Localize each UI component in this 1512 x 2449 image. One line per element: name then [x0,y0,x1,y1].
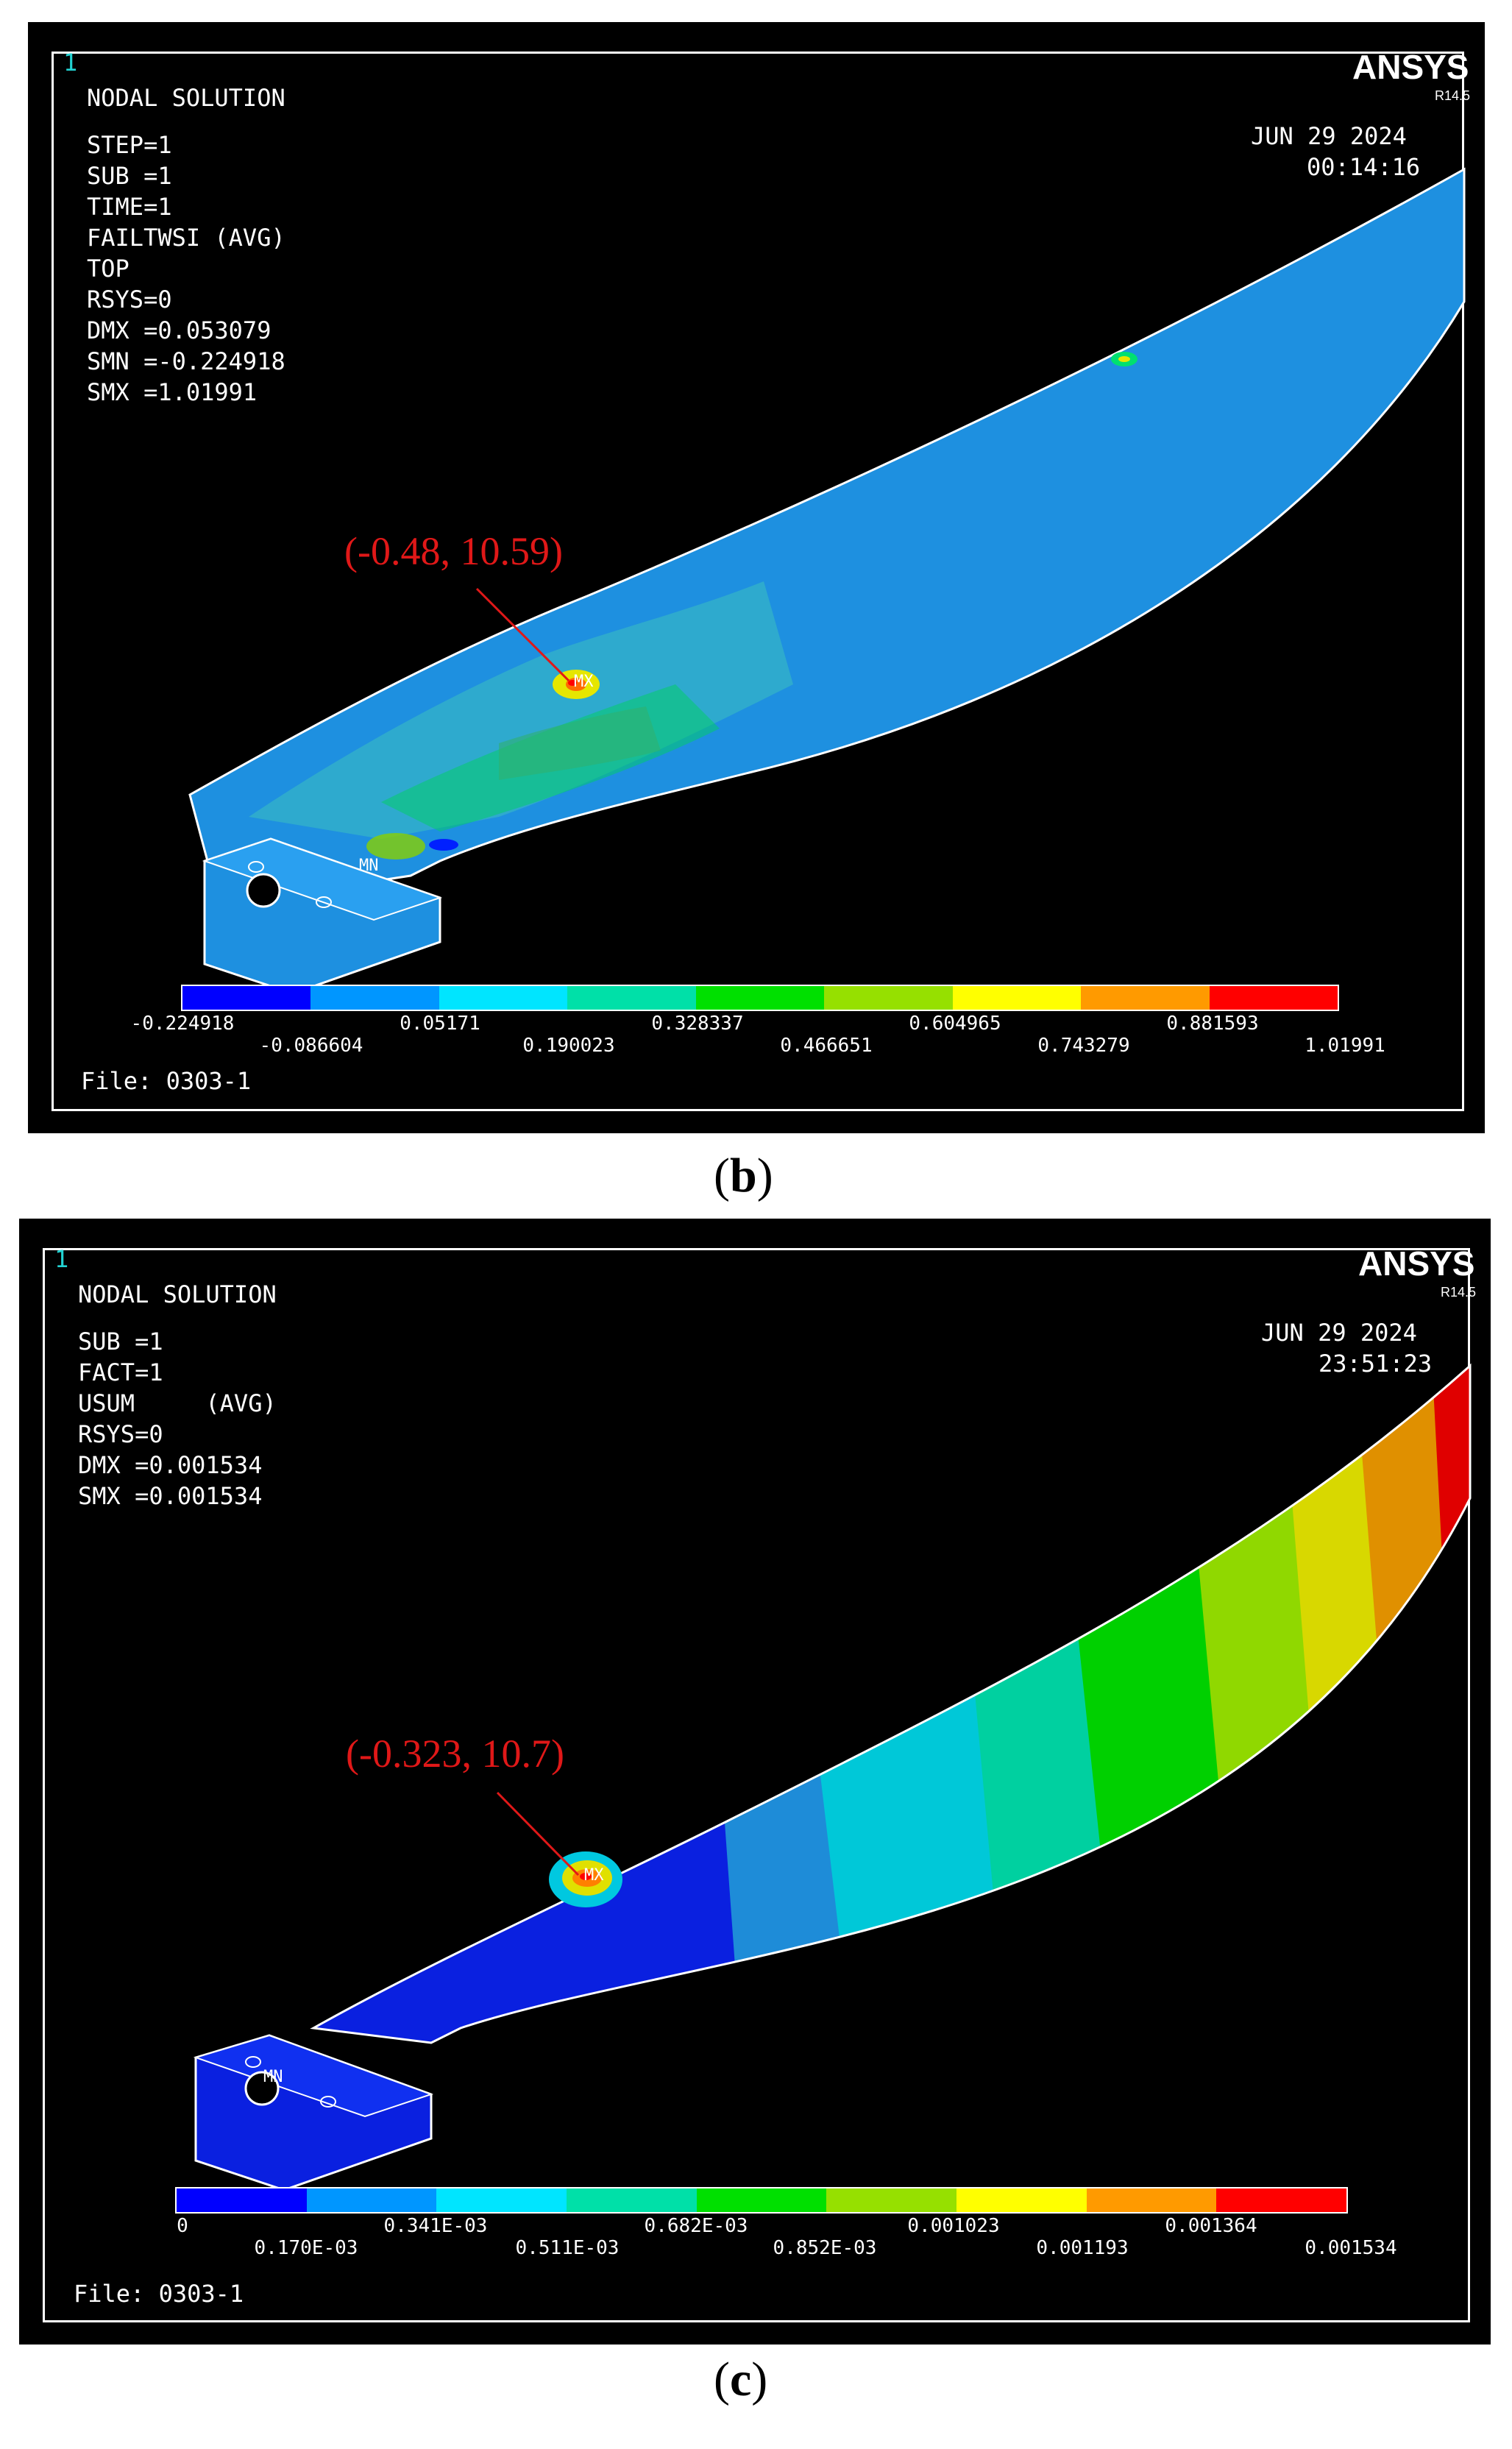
info-line: SUB =1 [78,1328,163,1355]
date-label: JUN 29 2024 [1261,1319,1417,1347]
legend-label: 0.05171 [400,1013,480,1035]
annotation-leader [475,587,570,682]
plot-frame [52,52,1464,1111]
legend-label: 0.466651 [780,1035,873,1057]
info-line: TIME=1 [87,193,172,221]
info-line: SMX =1.01991 [87,378,258,406]
info-line: DMX =0.053079 [87,316,271,344]
legend-label: 0.170E-03 [254,2237,358,2259]
blade-model [193,1363,1472,2191]
plot-frame [43,1248,1470,2322]
time-label: 00:14:16 [1307,153,1421,181]
legend-label: 0.001023 [907,2215,1000,2237]
ansys-logo: ANSYS [1358,1244,1475,1283]
legend-label: 1.01991 [1305,1035,1385,1057]
info-line: USUM (AVG) [78,1389,277,1417]
blade-model [188,167,1466,995]
info-block: SUB =1 FACT=1 USUM (AVG) RSYS=0 DMX =0.0… [78,1326,277,1511]
max-coordinate-annotation: (-0.48, 10.59) [344,529,563,573]
caption-c: (c) [714,2353,768,2406]
info-line: FACT=1 [78,1358,163,1386]
legend-label: 0 [177,2215,188,2237]
info-line: SMN =-0.224918 [87,347,285,375]
min-region [366,833,425,860]
legend-label: 0.328337 [651,1013,744,1035]
panel-b: 1 ANSYS R14.5 NODAL SOLUTION STEP=1 SUB … [28,22,1485,1133]
info-line: RSYS=0 [87,286,172,313]
legend-label: 0.852E-03 [773,2237,877,2259]
solution-title: NODAL SOLUTION [87,84,285,112]
max-marker: MX [574,673,594,691]
window-number: 1 [54,1245,69,1273]
info-block: STEP=1 SUB =1 TIME=1 FAILTWSI (AVG) TOP … [87,130,285,408]
min-marker: MN [263,2068,283,2086]
legend-label: 0.881593 [1166,1013,1259,1035]
info-line: FAILTWSI (AVG) [87,224,285,252]
legend-label: 0.743279 [1037,1035,1130,1057]
window-number: 1 [63,49,78,77]
legend-label: 0.682E-03 [644,2215,748,2237]
max-coordinate-annotation: (-0.323, 10.7) [346,1732,564,1776]
info-line: DMX =0.001534 [78,1451,263,1479]
file-label: File: 0303-1 [74,2280,244,2308]
time-label: 23:51:23 [1318,1350,1433,1378]
legend-label: 0.604965 [909,1013,1001,1035]
info-line: SMX =0.001534 [78,1482,263,1510]
solution-title: NODAL SOLUTION [78,1280,277,1308]
panel-c: 1 ANSYS R14.5 NODAL SOLUTION SUB =1 FACT… [19,1219,1491,2345]
color-legend-bar [175,2187,1348,2214]
legend-label: -0.086604 [259,1035,363,1057]
info-line: RSYS=0 [78,1420,163,1448]
info-line: TOP [87,255,129,283]
annotation-leader [496,1791,580,1876]
info-line: SUB =1 [87,162,172,190]
info-line: STEP=1 [87,131,172,159]
legend-label: 0.001193 [1036,2237,1129,2259]
file-label: File: 0303-1 [81,1067,252,1095]
date-label: JUN 29 2024 [1251,122,1407,150]
ansys-logo: ANSYS [1352,48,1469,86]
legend-label: 0.001534 [1305,2237,1397,2259]
ansys-version: R14.5 [1435,88,1471,103]
legend-label: 0.001364 [1165,2215,1257,2237]
legend-label: -0.224918 [130,1013,235,1035]
max-marker: MX [584,1866,604,1885]
legend-label: 0.511E-03 [515,2237,620,2259]
caption-b: (b) [714,1149,773,1202]
ansys-version: R14.5 [1441,1285,1477,1300]
legend-label: 0.190023 [522,1035,615,1057]
color-legend-bar [181,985,1339,1011]
min-marker: MN [359,857,379,875]
legend-label: 0.341E-03 [383,2215,488,2237]
